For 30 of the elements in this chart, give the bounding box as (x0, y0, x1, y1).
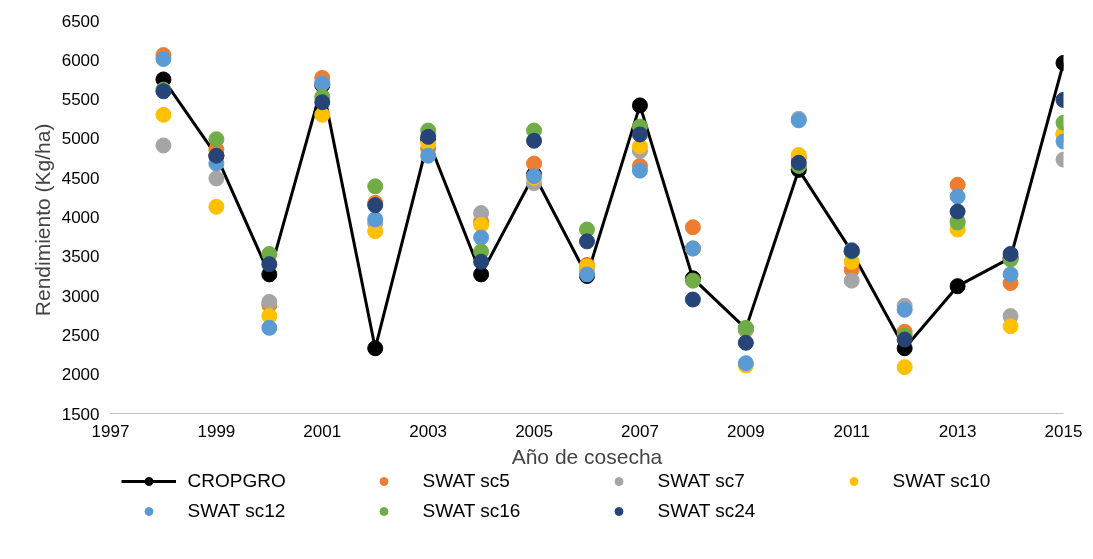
y-tick-label: 1500 (61, 404, 100, 424)
y-axis-title: Rendimiento (Kg/ha) (30, 123, 54, 317)
x-tick-label: 2001 (303, 421, 342, 441)
x-tick-label: 1997 (91, 421, 130, 441)
x-tick-label: 2011 (833, 421, 871, 441)
x-tick-label: 2005 (515, 421, 553, 441)
y-tick-label: 4500 (61, 168, 100, 188)
y-tick-label: 5500 (61, 90, 100, 110)
x-tick-label: 2003 (409, 421, 448, 441)
legend-label: SWAT sc10 (892, 470, 992, 492)
legend-label: SWAT sc12 (187, 500, 287, 522)
y-tick-label: 3500 (61, 247, 100, 267)
y-tick-label: 6000 (61, 50, 100, 70)
x-tick-label: 2013 (938, 421, 977, 441)
x-tick-label: 2007 (621, 421, 659, 441)
y-tick-label: 2000 (61, 365, 100, 385)
legend-label: SWAT sc5 (422, 470, 511, 492)
x-tick-label: 2015 (1044, 421, 1083, 441)
y-tick-label: 6500 (61, 11, 100, 31)
legend-label: SWAT sc16 (422, 500, 522, 522)
y-tick-label: 5000 (61, 129, 100, 149)
legend-label: SWAT sc7 (657, 470, 746, 492)
legend-label: SWAT sc24 (657, 500, 757, 522)
y-tick-label: 2500 (61, 325, 100, 345)
x-axis-title: Año de cosecha (511, 444, 663, 468)
legend-label: CROPGRO (187, 470, 287, 492)
y-tick-label: 3000 (61, 286, 100, 306)
x-tick-label: 2009 (726, 421, 765, 441)
x-tick-label: 1999 (197, 421, 236, 441)
y-tick-label: 4000 (61, 208, 100, 227)
